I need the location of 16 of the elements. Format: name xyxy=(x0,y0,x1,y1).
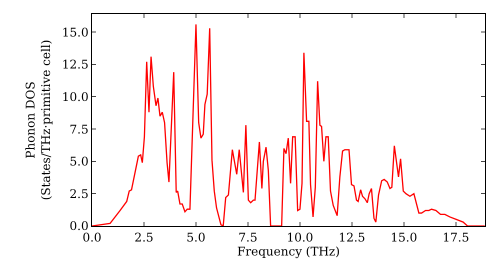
x-tick-label: 10.0 xyxy=(286,230,314,244)
y-axis-title: Phonon DOS (States/THz·primitive cell) xyxy=(24,40,54,200)
x-tick-label: 15.0 xyxy=(390,230,418,244)
x-tick-label: 2.5 xyxy=(134,230,154,244)
y-tick-label: 10.0 xyxy=(62,90,89,104)
x-axis-title: Frequency (THz) xyxy=(237,244,340,258)
x-tick-label: 5.0 xyxy=(186,230,206,244)
y-tick-label: 7.5 xyxy=(70,122,89,136)
y-tick-label: 12.5 xyxy=(62,58,89,72)
x-tick-label: 17.5 xyxy=(442,230,470,244)
y-tick-label: 2.5 xyxy=(70,186,89,201)
y-tick-label: 15.0 xyxy=(62,25,89,40)
x-tick-label: 12.5 xyxy=(338,230,366,244)
line-series xyxy=(92,24,485,226)
x-tick-label: 7.5 xyxy=(238,230,258,244)
y-tick-label: 5.0 xyxy=(70,154,89,169)
